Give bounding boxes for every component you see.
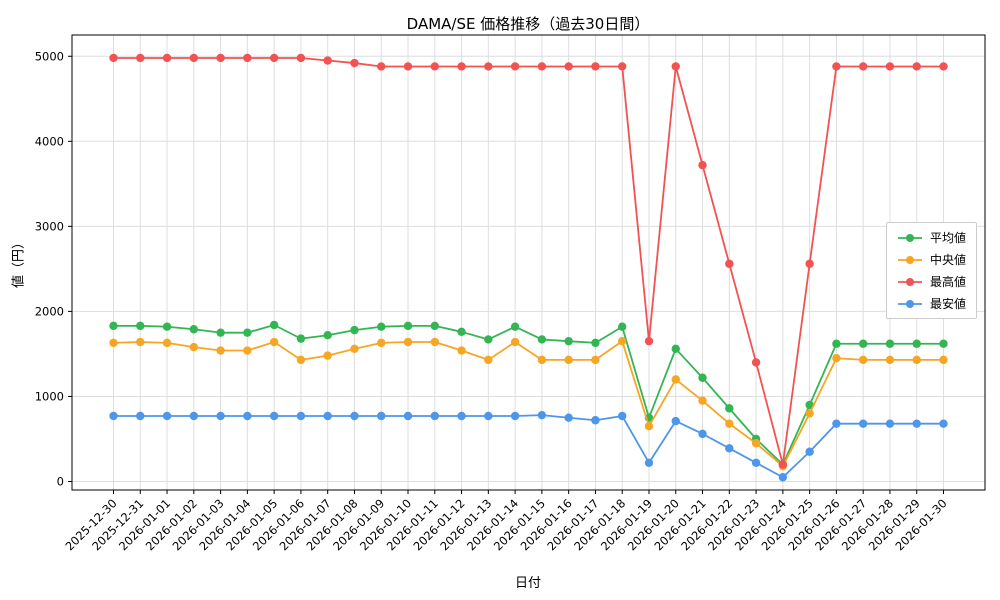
legend-item-中央値: 中央値 [897,251,966,268]
chart-title: DAMA/SE 価格推移（過去30日間） [406,15,650,33]
legend-item-平均値: 平均値 [897,229,966,246]
legend-marker-icon [898,233,922,242]
svg-text:2000: 2000 [35,304,64,318]
legend-label: 平均値 [930,231,967,245]
svg-text:0: 0 [57,474,64,488]
legend-marker-icon [898,255,922,264]
svg-text:1000: 1000 [35,389,64,403]
legend-label: 最高値 [930,275,967,289]
legend-marker-icon [898,299,922,308]
legend-marker-icon [898,277,922,286]
legend: 平均値中央値最高値最安値 [886,222,978,319]
x-axis-label: 日付 [514,576,542,591]
svg-text:5000: 5000 [35,49,64,63]
legend-item-最高値: 最高値 [897,273,966,290]
legend-label: 中央値 [930,253,967,267]
svg-text:3000: 3000 [35,219,64,233]
legend-item-最安値: 最安値 [897,295,966,312]
y-axis-label: 値（円） [11,235,27,289]
svg-text:4000: 4000 [35,134,64,148]
legend-label: 最安値 [930,297,967,311]
